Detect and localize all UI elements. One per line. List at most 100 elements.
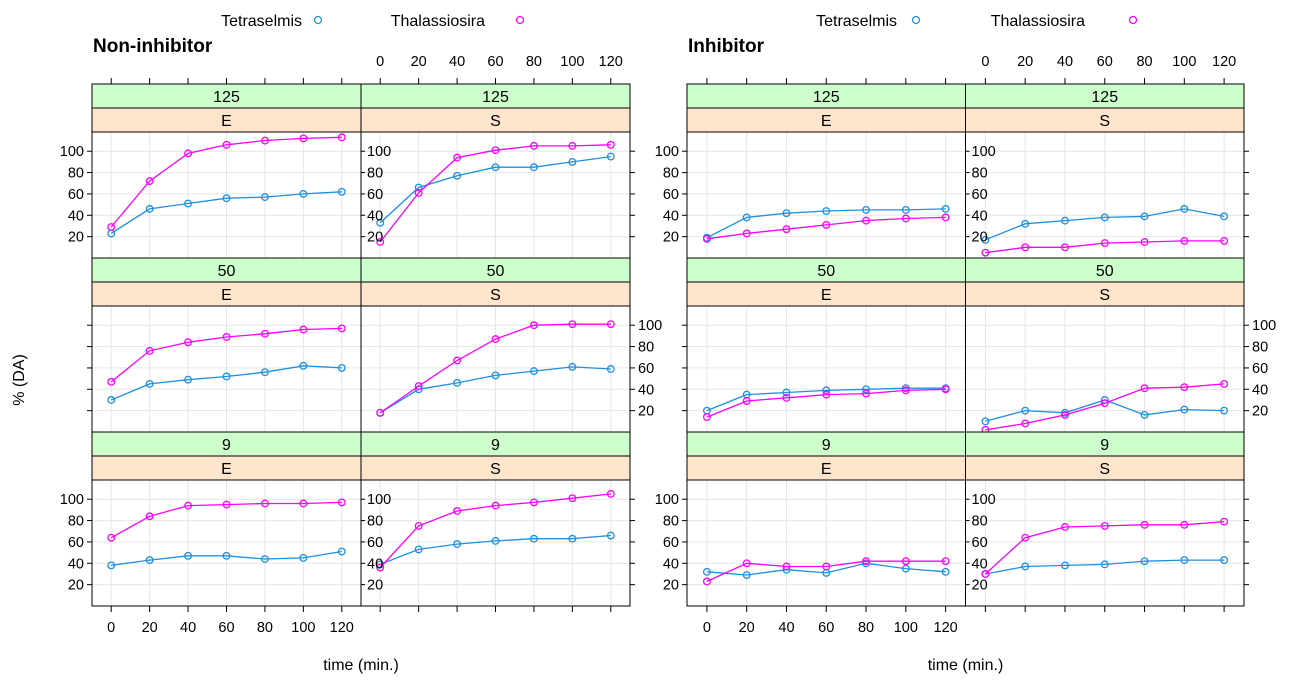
data-point-thalassiosira: [222, 140, 231, 149]
data-point-thalassiosira: [1100, 399, 1109, 408]
legend-marker-thalassiosira: [515, 15, 525, 25]
x-tick-label-top: 20: [1017, 54, 1033, 70]
x-tick-label-bottom: 100: [894, 620, 918, 636]
y-tick-label: 100: [638, 318, 662, 334]
x-tick-label-bottom: 60: [218, 620, 234, 636]
series-line-tetraselmis: [706, 387, 946, 412]
legend-marker-tetraselmis: [313, 15, 323, 25]
y-tick-label: 80: [663, 166, 679, 182]
data-point-thalassiosira: [1220, 517, 1229, 526]
data-point-thalassiosira: [299, 134, 308, 143]
x-tick-label-bottom: 20: [142, 620, 158, 636]
data-point-tetraselmis: [1021, 219, 1030, 228]
y-tick-label: 100: [367, 492, 391, 508]
data-point-tetraselmis: [337, 187, 346, 196]
x-tick-label-bottom: 40: [180, 620, 196, 636]
x-tick-label-top: 100: [1172, 54, 1196, 70]
data-point-tetraselmis: [184, 551, 193, 560]
strip-label: S: [1099, 461, 1110, 478]
data-point-tetraselmis: [453, 378, 462, 387]
data-point-tetraselmis: [145, 204, 154, 213]
data-point-tetraselmis: [901, 564, 910, 573]
data-point-thalassiosira: [1140, 520, 1149, 529]
y-tick-label: 20: [663, 230, 679, 246]
y-tick-label: 60: [367, 187, 383, 203]
data-point-thalassiosira: [568, 494, 577, 503]
series-line-thalassiosira: [706, 560, 946, 582]
strip-label: S: [490, 113, 501, 130]
data-point-tetraselmis: [606, 152, 615, 161]
data-point-tetraselmis: [568, 157, 577, 166]
data-point-tetraselmis: [337, 547, 346, 556]
x-tick-label-bottom: 0: [107, 620, 115, 636]
data-point-tetraselmis: [782, 209, 791, 218]
x-tick-label-bottom: 0: [703, 620, 711, 636]
y-tick-label: 100: [367, 144, 391, 160]
y-tick-label: 60: [68, 535, 84, 551]
data-point-thalassiosira: [782, 225, 791, 234]
series-line-thalassiosira: [706, 388, 946, 418]
data-point-thalassiosira: [862, 557, 870, 566]
strip-label: 50: [218, 263, 236, 280]
y-tick-label: 60: [367, 535, 383, 551]
strip-label: S: [490, 461, 501, 478]
series-line-thalassiosira: [110, 501, 342, 539]
y-tick-label: 80: [638, 340, 654, 356]
data-point-thalassiosira: [107, 533, 116, 542]
data-point-tetraselmis: [414, 183, 423, 192]
strip-label: 50: [817, 263, 835, 280]
data-point-tetraselmis: [941, 204, 950, 213]
y-tick-label: 20: [1252, 404, 1268, 420]
data-point-tetraselmis: [822, 386, 831, 395]
data-point-thalassiosira: [1100, 239, 1109, 248]
y-tick-label: 60: [1252, 361, 1268, 377]
x-tick-label-bottom: 120: [330, 620, 354, 636]
data-point-thalassiosira: [260, 329, 269, 338]
strip-level2: [91, 107, 362, 133]
y-tick-label: 60: [663, 535, 679, 551]
data-point-thalassiosira: [107, 223, 116, 231]
data-point-thalassiosira: [184, 149, 193, 158]
strip-level2: [360, 281, 631, 307]
legend-marker-tetraselmis: [911, 15, 921, 25]
data-point-tetraselmis: [414, 545, 423, 554]
strip-label: S: [1099, 287, 1110, 304]
strip-level2: [686, 281, 966, 307]
data-point-tetraselmis: [1140, 557, 1149, 566]
data-point-thalassiosira: [822, 562, 831, 571]
data-point-thalassiosira: [414, 521, 423, 530]
series-line-thalassiosira: [706, 216, 946, 240]
data-point-tetraselmis: [1061, 216, 1069, 225]
y-tick-label: 100: [1252, 318, 1276, 334]
data-point-tetraselmis: [862, 205, 870, 214]
series-line-tetraselmis: [706, 562, 946, 576]
data-point-thalassiosira: [529, 141, 538, 150]
data-point-tetraselmis: [107, 561, 116, 570]
y-tick-label: 100: [60, 492, 84, 508]
strip-level1: [91, 83, 362, 109]
strip-label: 9: [491, 437, 500, 454]
y-tick-label: 40: [663, 556, 679, 572]
legend-marker-thalassiosira: [1128, 15, 1138, 25]
data-point-tetraselmis: [1100, 560, 1109, 569]
y-tick-label: 100: [972, 492, 996, 508]
data-point-thalassiosira: [376, 408, 385, 417]
y-tick-label: 80: [68, 514, 84, 530]
data-point-tetraselmis: [568, 362, 577, 371]
y-tick-label: 60: [638, 361, 654, 377]
x-tick-label-top: 60: [487, 54, 503, 70]
data-point-thalassiosira: [606, 489, 615, 498]
data-point-thalassiosira: [337, 498, 346, 507]
data-point-tetraselmis: [1140, 410, 1149, 419]
data-point-tetraselmis: [491, 163, 500, 172]
series-line-tetraselmis: [379, 534, 611, 566]
x-tick-label-bottom: 120: [934, 620, 958, 636]
data-point-thalassiosira: [1100, 521, 1109, 530]
strip-label: E: [821, 287, 832, 304]
strip-label: E: [821, 461, 832, 478]
data-point-thalassiosira: [862, 216, 870, 225]
data-point-tetraselmis: [981, 417, 990, 426]
data-point-tetraselmis: [1180, 556, 1189, 565]
data-point-tetraselmis: [742, 213, 751, 222]
data-point-thalassiosira: [862, 389, 870, 398]
